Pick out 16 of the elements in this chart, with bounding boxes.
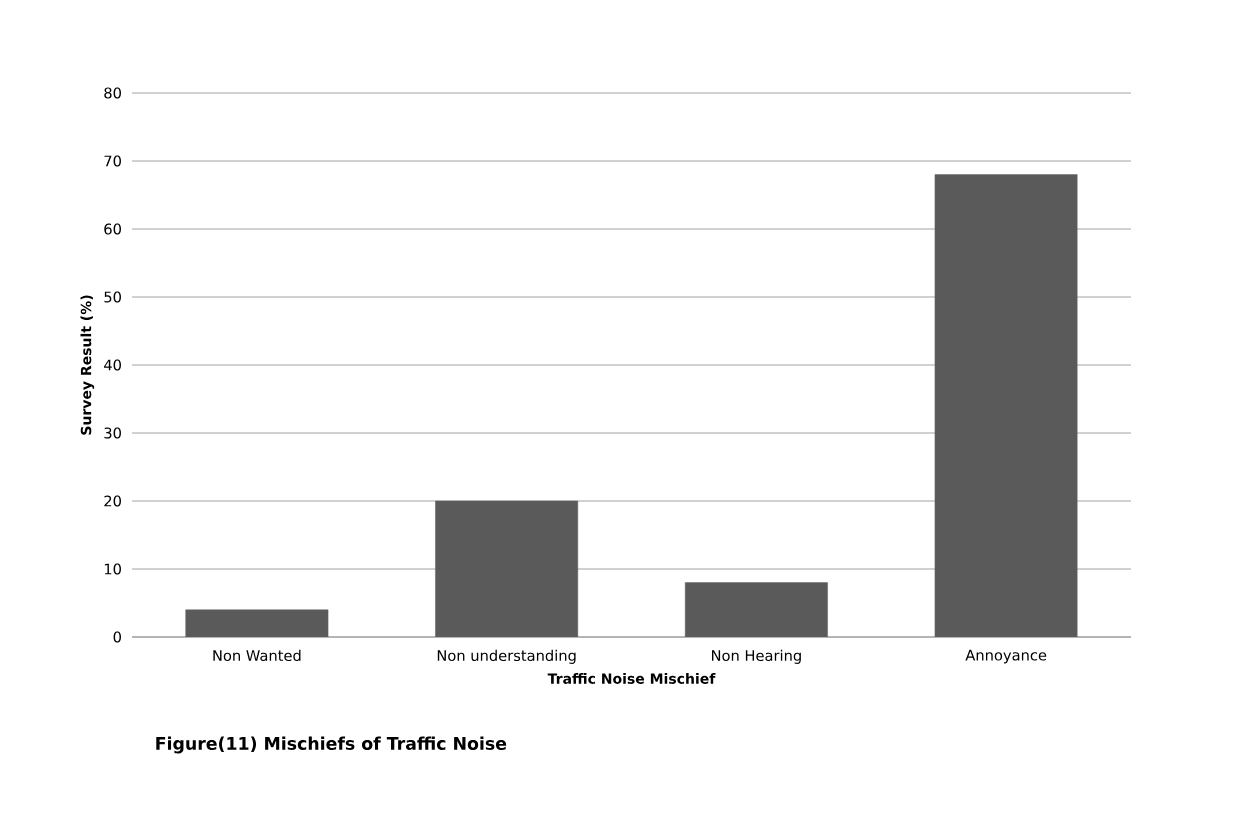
- x-tick-label: Non understanding: [437, 649, 576, 664]
- y-tick-label: 20: [104, 495, 121, 507]
- y-axis-title: Survey Result (%): [80, 295, 95, 435]
- y-tick-label: 30: [104, 427, 121, 439]
- y-tick-label: 60: [104, 223, 121, 235]
- y-tick-label: 80: [104, 87, 121, 99]
- x-tick-label: Annoyance: [965, 649, 1047, 664]
- y-tick-label: 0: [113, 631, 121, 643]
- y-tick-label: 40: [104, 359, 121, 371]
- x-tick-label: Non Wanted: [213, 649, 301, 662]
- y-tick-label: 70: [104, 155, 121, 167]
- x-axis-title: Traffic Noise Mischief: [547, 673, 716, 684]
- text: Figure(11) Mischiefs of Traffic Noise: [156, 736, 507, 754]
- y-tick-label: 50: [104, 291, 121, 303]
- x-tick-label: Non Hearing: [712, 649, 801, 664]
- y-tick-label: 10: [104, 563, 121, 575]
